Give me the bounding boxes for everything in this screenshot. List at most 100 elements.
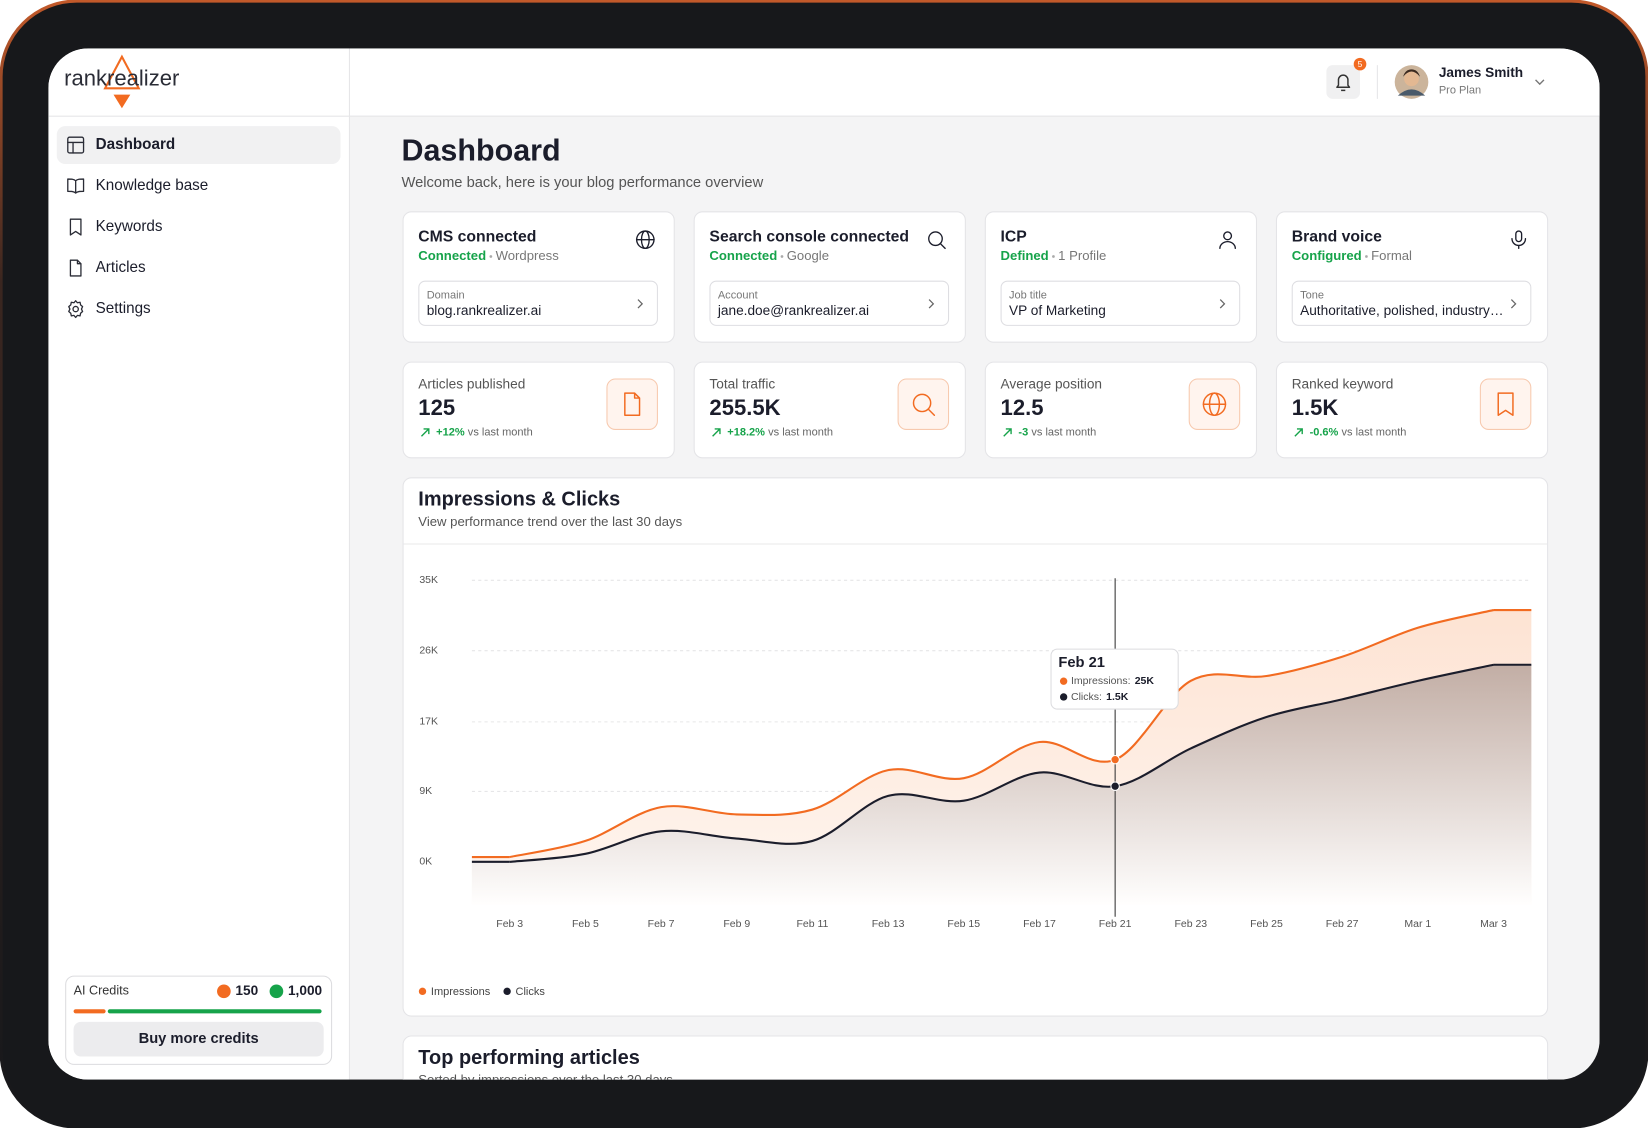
icon-part: [69, 259, 82, 277]
nav-item[interactable]: Keywords: [96, 218, 163, 235]
stat-label: Total traffic: [709, 376, 775, 391]
icon-part: [928, 231, 943, 247]
stat-change: -3: [1018, 426, 1028, 438]
tooltip-title: Feb 21: [1058, 655, 1105, 671]
card-field[interactable]: [1000, 280, 1241, 326]
legend-swatch: [503, 987, 511, 996]
hover-dot: [1110, 781, 1120, 791]
chevron: [637, 299, 644, 309]
legend-swatch: [418, 987, 427, 996]
x-tick-label: Feb 15: [947, 918, 980, 930]
credits-bar: [73, 1009, 106, 1014]
chevron: [1219, 299, 1226, 309]
avatar-hair: [1403, 69, 1420, 77]
icon-part: [1223, 231, 1233, 241]
icon-part: [1511, 238, 1527, 250]
logo-mark: [103, 54, 141, 90]
coin: [269, 984, 284, 999]
field-value: jane.doe@rankrealizer.ai: [717, 303, 869, 318]
field-value: blog.rankrealizer.ai: [427, 303, 542, 318]
stat-value: 125: [418, 395, 455, 420]
globe-icon: [1202, 392, 1227, 416]
icon-part: [927, 408, 936, 416]
notification-button[interactable]: [1326, 65, 1361, 99]
series-line: [509, 663, 1494, 863]
x-tick-label: Feb 21: [1099, 918, 1132, 930]
nav-item[interactable]: Articles: [96, 259, 146, 276]
logo-text: rankrealizer: [64, 66, 179, 91]
icon-part: [912, 393, 932, 413]
chart-subtitle: View performance trend over the last 30 …: [418, 514, 682, 529]
credits-amount: 150: [235, 983, 258, 998]
icon-part: [69, 218, 82, 236]
user-icon: [1219, 231, 1236, 250]
user-plan: Pro Plan: [1439, 84, 1481, 96]
avatar-face: [1404, 71, 1419, 87]
card-detail: 1 Profile: [1058, 248, 1106, 263]
card-field[interactable]: [1291, 280, 1532, 326]
x-tick-label: Feb 9: [723, 918, 750, 930]
x-tick-label: Feb 27: [1326, 918, 1359, 930]
stat-card: [1275, 361, 1549, 459]
x-tick-label: Mar 3: [1480, 918, 1507, 930]
stat-note: vs last month: [768, 426, 833, 438]
field-value: Authoritative, polished, industry…: [1300, 303, 1503, 318]
tooltip-value: 25K: [1135, 675, 1155, 687]
layout-icon: [67, 136, 85, 154]
legend-label: Clicks: [516, 986, 546, 998]
card-field[interactable]: [709, 280, 950, 326]
trend-arrow: [1294, 428, 1303, 437]
bookmark-icon: [1497, 392, 1514, 416]
card-status: Connected: [709, 248, 777, 263]
nav-item[interactable]: Dashboard: [96, 136, 176, 153]
trend-arrow: [420, 428, 430, 437]
chevron: [1510, 299, 1517, 309]
tooltip-dot: [1059, 693, 1068, 701]
credits-amount: 1,000: [288, 983, 323, 998]
page-subtitle: Welcome back, here is your blog performa…: [401, 175, 763, 191]
notification-badge: [1353, 57, 1367, 71]
file-icon: [624, 392, 641, 416]
stat-card: [402, 361, 675, 459]
y-tick-label: 0K: [419, 856, 432, 868]
area-fill: [471, 664, 1532, 905]
articles-card: [402, 1035, 1549, 1080]
separator-dot: [489, 255, 493, 258]
card-field[interactable]: [418, 280, 658, 326]
tooltip-value: 1.5K: [1106, 691, 1129, 703]
x-tick-label: Feb 25: [1250, 918, 1283, 930]
user-menu-chevron[interactable]: [1535, 79, 1545, 86]
x-tick-label: Feb 17: [1023, 918, 1056, 930]
x-tick-label: Feb 11: [796, 918, 828, 930]
stat-label: Average position: [1001, 376, 1102, 391]
x-tick-label: Feb 13: [872, 918, 905, 930]
book-icon: [67, 178, 85, 194]
credits-label: AI Credits: [74, 984, 129, 998]
buy-credits-button[interactable]: [73, 1021, 324, 1057]
card-title: ICP: [1001, 229, 1027, 246]
icon-part: [1497, 392, 1514, 416]
stat-change: +12%: [436, 426, 465, 438]
nav-item[interactable]: Knowledge base: [96, 177, 209, 194]
x-tick-label: Feb 23: [1174, 918, 1207, 930]
search-icon: [928, 231, 946, 250]
logo-mark: [113, 94, 131, 109]
chart-title: Impressions & Clicks: [418, 489, 620, 511]
nav-item[interactable]: Settings: [96, 300, 151, 317]
trend-arrow: [712, 428, 721, 437]
field-label: Account: [718, 289, 758, 301]
stat-value: 12.5: [1001, 395, 1044, 420]
separator-dot: [780, 255, 784, 258]
stat-note: vs last month: [1342, 426, 1407, 438]
field-label: Tone: [1300, 289, 1324, 301]
card-detail: Formal: [1371, 248, 1412, 263]
icon-part: [72, 305, 79, 313]
hover-dot: [1110, 754, 1120, 765]
y-tick-label: 35K: [419, 574, 438, 586]
stat-icon-box: [606, 378, 658, 430]
icon-part: [67, 178, 85, 194]
bookmark-icon: [69, 218, 82, 236]
stat-note: vs last month: [1031, 426, 1096, 438]
bell-icon: [1336, 74, 1351, 92]
stat-value: 1.5K: [1292, 395, 1339, 420]
